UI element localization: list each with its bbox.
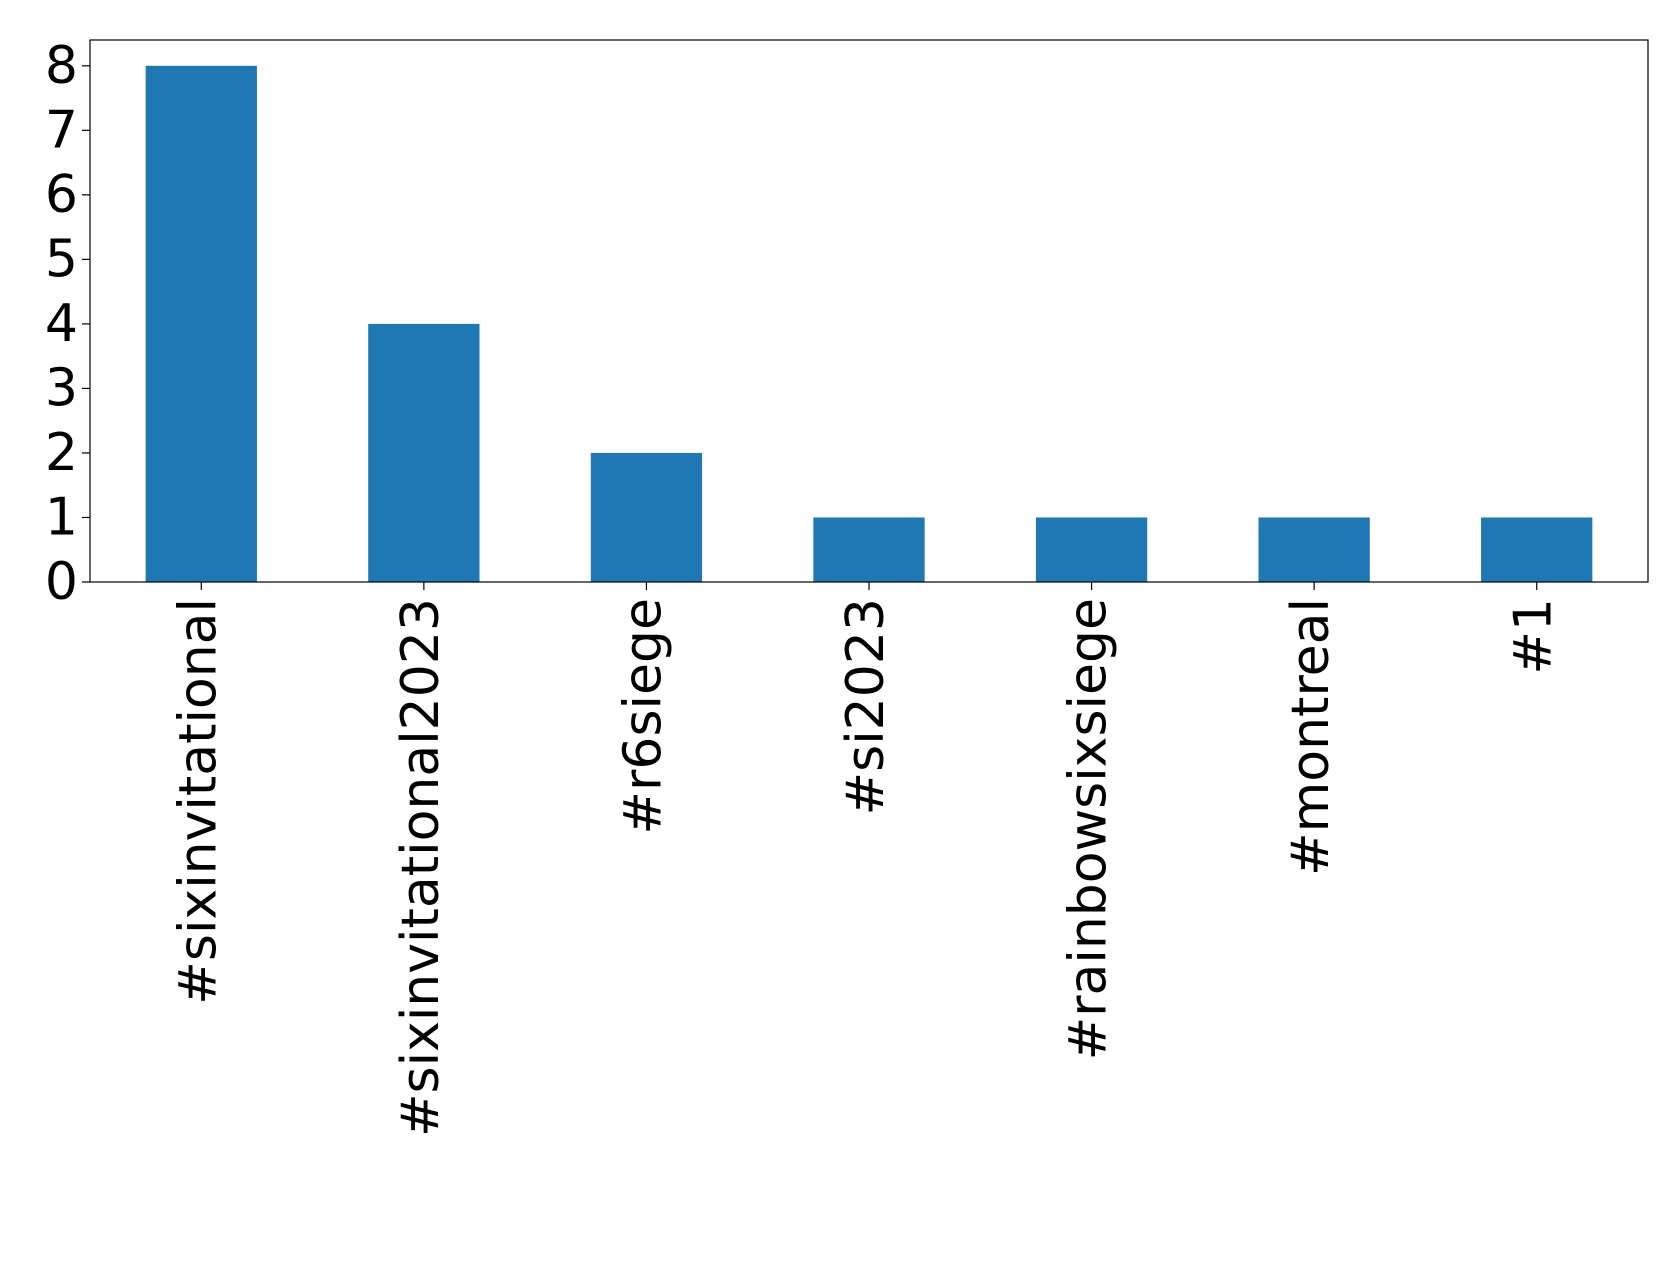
- bar: [368, 323, 480, 582]
- x-tick-label: #montreal: [1281, 598, 1341, 876]
- x-tick-label: #1: [1504, 598, 1564, 675]
- x-tick-label: #rainbowsixsiege: [1059, 598, 1119, 1060]
- y-tick-label: 8: [45, 36, 78, 96]
- x-tick-label: #r6siege: [613, 598, 673, 835]
- y-tick-label: 1: [45, 487, 78, 547]
- bar: [590, 452, 703, 582]
- bar: [145, 65, 257, 583]
- y-tick-label: 7: [45, 100, 78, 160]
- y-tick-label: 3: [45, 358, 78, 418]
- y-tick-label: 5: [45, 229, 78, 289]
- x-tick-label: #sixinvitational2023: [391, 598, 451, 1137]
- y-tick-label: 4: [45, 294, 78, 354]
- y-tick-label: 0: [45, 552, 78, 612]
- bar: [1035, 517, 1148, 582]
- x-tick-label: #si2023: [836, 598, 896, 815]
- y-tick-label: 6: [45, 165, 78, 225]
- y-tick-label: 2: [45, 423, 78, 483]
- bar: [1481, 517, 1593, 582]
- x-tick-label: #sixinvitational: [168, 598, 228, 1005]
- bar: [1258, 517, 1370, 582]
- plot-frame: [89, 39, 1649, 583]
- bar: [813, 517, 925, 582]
